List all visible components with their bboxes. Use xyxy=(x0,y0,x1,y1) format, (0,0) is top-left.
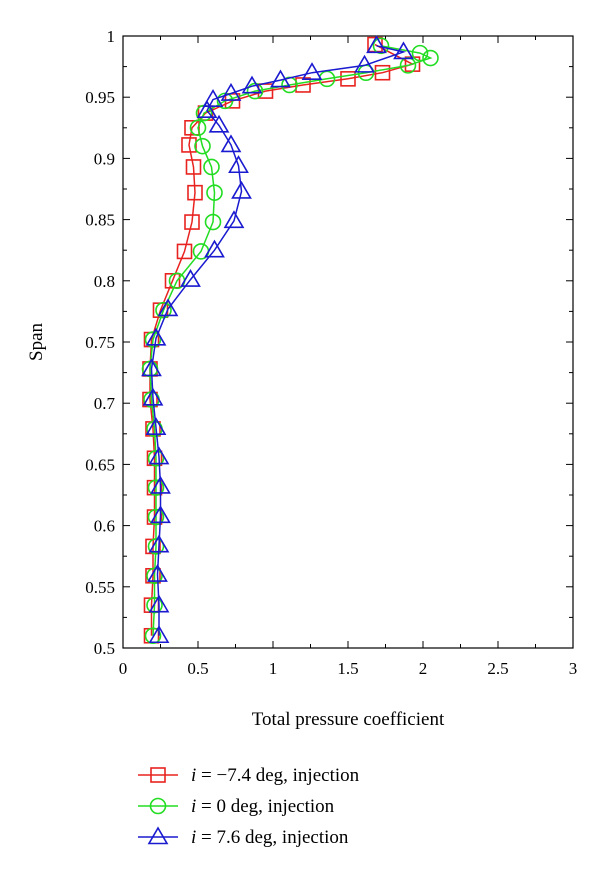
data-point xyxy=(241,75,263,94)
y-tick-label: 1 xyxy=(107,27,116,46)
data-point xyxy=(185,159,202,175)
legend-entry: i = 7.6 deg, injection xyxy=(138,826,349,848)
y-tick-label: 0.95 xyxy=(85,88,115,107)
data-point xyxy=(196,100,218,118)
series-line xyxy=(149,45,433,636)
data-point xyxy=(340,71,356,87)
data-point xyxy=(150,475,171,494)
data-point xyxy=(181,137,197,153)
data-point xyxy=(147,563,168,582)
series-line xyxy=(149,43,415,636)
data-point xyxy=(157,298,179,317)
legend-entry: i = −7.4 deg, injection xyxy=(138,765,360,786)
axes: 0 0.5 1 1.5 2 2.5 30.50.550.60.650.70.750.80.8… xyxy=(85,27,577,678)
x-tick-label: 1 xyxy=(269,659,278,678)
data-point xyxy=(148,446,170,465)
data-point xyxy=(141,358,162,377)
data-point xyxy=(146,596,163,614)
data-point xyxy=(189,119,207,137)
data-point xyxy=(204,239,225,258)
data-point xyxy=(208,114,230,133)
data-point xyxy=(148,594,170,613)
data-point xyxy=(145,417,167,435)
series-line xyxy=(150,45,407,636)
data-point xyxy=(147,508,165,526)
data-point xyxy=(147,449,165,467)
data-point xyxy=(155,301,172,319)
x-tick-label: 0 xyxy=(119,659,128,678)
x-tick-label: 0.5 xyxy=(187,659,208,678)
y-tick-label: 0.6 xyxy=(94,517,115,536)
data-point xyxy=(203,158,220,176)
x-tick-label: 1.5 xyxy=(337,659,358,678)
data-point xyxy=(231,180,252,199)
series-square xyxy=(142,36,421,644)
series-triangle xyxy=(141,35,414,644)
data-point xyxy=(184,214,200,230)
y-tick-label: 0.8 xyxy=(94,272,115,291)
legend-marker xyxy=(149,797,167,815)
legend-entry: i = 0 deg, injection xyxy=(138,796,335,817)
legend: i = −7.4 deg, injection i = 0 deg, inject… xyxy=(138,765,360,848)
series-layer xyxy=(141,35,439,645)
data-point xyxy=(147,538,165,555)
y-tick-label: 0.5 xyxy=(94,639,115,658)
series-circle xyxy=(141,37,439,645)
data-point xyxy=(422,49,439,67)
y-tick-label: 0.85 xyxy=(85,211,115,230)
data-point xyxy=(366,35,387,54)
data-point xyxy=(393,41,414,60)
data-point xyxy=(164,272,181,289)
data-point xyxy=(301,62,323,81)
y-tick-label: 0.65 xyxy=(85,455,115,474)
data-point xyxy=(150,505,171,524)
data-point xyxy=(220,134,242,153)
legend-label: i = 7.6 deg, injection xyxy=(191,827,349,848)
data-point xyxy=(206,184,223,201)
data-point xyxy=(223,210,245,229)
legend-label: i = −7.4 deg, injection xyxy=(191,765,360,786)
data-point xyxy=(204,213,222,231)
data-point xyxy=(228,155,249,174)
data-point xyxy=(184,120,200,136)
x-axis-title: Total pressure coefficient xyxy=(252,709,445,730)
x-tick-label: 2.5 xyxy=(487,659,508,678)
data-point xyxy=(144,627,162,645)
legend-marker xyxy=(147,826,169,845)
data-point xyxy=(145,327,167,346)
y-tick-label: 0.75 xyxy=(85,333,115,352)
data-point xyxy=(411,44,429,62)
data-point xyxy=(354,54,375,73)
data-point xyxy=(194,137,211,155)
y-axis-title: Span xyxy=(26,323,47,362)
x-tick-label: 2 xyxy=(419,659,428,678)
data-point xyxy=(146,567,163,585)
data-point xyxy=(220,82,242,101)
legend-label: i = 0 deg, injection xyxy=(191,796,335,817)
data-point xyxy=(148,625,170,644)
y-tick-label: 0.55 xyxy=(85,578,115,597)
data-point xyxy=(144,331,162,348)
y-tick-label: 0.7 xyxy=(94,394,116,413)
data-point xyxy=(270,69,291,88)
data-point xyxy=(147,479,165,496)
legend-marker xyxy=(150,767,166,783)
data-point xyxy=(374,64,391,81)
y-tick-label: 0.9 xyxy=(94,149,115,168)
x-tick-label: 3 xyxy=(569,659,578,678)
data-point xyxy=(180,268,201,287)
data-point xyxy=(372,37,390,55)
data-point xyxy=(187,184,203,201)
data-point xyxy=(202,89,224,107)
data-point xyxy=(176,243,193,260)
data-point xyxy=(142,387,164,406)
data-point xyxy=(148,534,170,553)
